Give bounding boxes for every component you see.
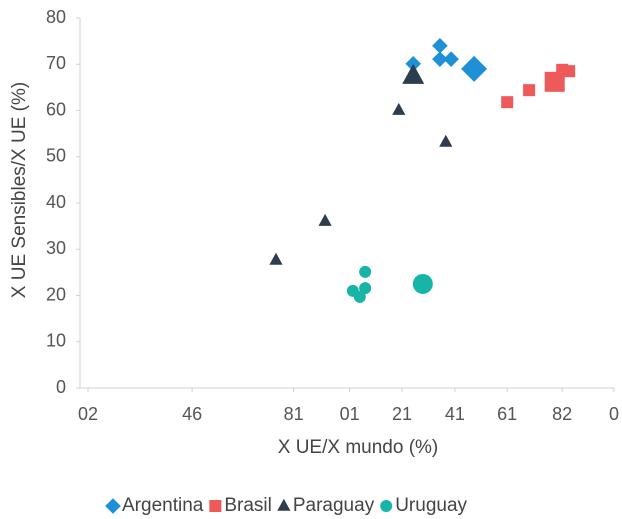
y-axis-title: X UE Sensibles/X UE (%) — [9, 82, 30, 298]
legend-text: Argentina — [122, 495, 204, 516]
y-tick-label: 80 — [46, 7, 66, 27]
marker — [269, 252, 283, 265]
marker — [432, 51, 448, 67]
y-tick-label: 60 — [46, 99, 66, 119]
marker — [523, 84, 536, 97]
legend-text: Paraguay — [293, 495, 375, 516]
marker — [461, 55, 488, 82]
marker — [432, 37, 448, 54]
marker — [443, 51, 459, 67]
marker — [501, 96, 514, 109]
marker — [405, 55, 422, 72]
x-tick-label: 01 — [340, 404, 360, 424]
y-tick-label: 40 — [46, 192, 66, 212]
legend-marker — [380, 500, 393, 512]
marker — [544, 71, 565, 92]
x-tick-label: 41 — [445, 404, 465, 424]
x-tick-label: 82 — [552, 404, 572, 424]
marker — [318, 213, 332, 226]
legend-marker — [277, 498, 291, 511]
y-tick-label: 10 — [46, 331, 66, 351]
y-tick-label: 30 — [46, 238, 66, 258]
marker — [353, 290, 366, 303]
marker — [392, 102, 406, 115]
marker — [359, 282, 372, 295]
marker — [439, 134, 453, 147]
x-tick-label: 81 — [284, 404, 304, 424]
x-tick-label: 61 — [497, 404, 517, 424]
y-tick-label: 20 — [46, 284, 66, 304]
x-tick-label: 46 — [182, 404, 202, 424]
marker — [563, 65, 576, 78]
marker — [412, 273, 433, 294]
x-tick-label: 21 — [392, 404, 412, 424]
x-axis-title: X UE/X mundo (%) — [278, 437, 439, 458]
legend-marker — [105, 498, 121, 514]
legend-marker — [209, 500, 222, 512]
marker — [359, 265, 372, 278]
y-tick-label: 0 — [56, 377, 66, 397]
marker — [402, 63, 425, 84]
x-tick-label: 0 — [609, 404, 619, 424]
legend-text: Uruguay — [395, 495, 467, 516]
legend-text: Brasil — [224, 495, 272, 516]
x-tick-label: 02 — [78, 404, 98, 424]
y-tick-label: 70 — [46, 53, 66, 73]
y-tick-label: 50 — [46, 146, 66, 166]
